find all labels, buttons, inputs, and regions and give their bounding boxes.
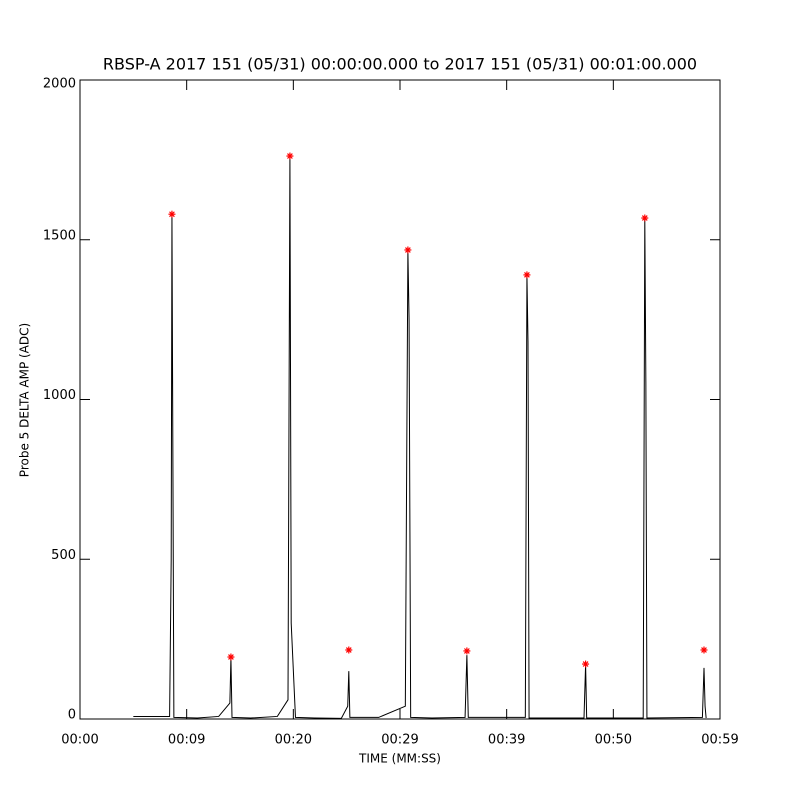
peak-marker (700, 646, 708, 654)
peak-marker (227, 653, 235, 661)
x-tick-label: 00:00 (61, 733, 98, 748)
marker-stroke (464, 648, 470, 654)
marker-stroke (582, 661, 589, 667)
x-tick-label: 00:50 (595, 733, 632, 748)
y-axis-label: Probe 5 DELTA AMP (ADC) (18, 323, 32, 477)
marker-stroke (405, 247, 411, 253)
marker-stroke (287, 153, 293, 159)
marker-stroke (345, 647, 352, 653)
x-tick-label: 00:39 (488, 733, 525, 748)
x-tick-label: 00:09 (168, 733, 205, 748)
peak-marker (463, 647, 471, 655)
x-tick-label: 00:20 (275, 733, 312, 748)
peak-marker (582, 660, 590, 668)
marker-stroke (641, 215, 648, 221)
peak-marker (345, 646, 353, 654)
peak-marker (404, 246, 412, 254)
peak-marker (641, 214, 649, 222)
x-tick-label: 00:59 (701, 733, 738, 748)
plot-frame (79, 79, 721, 720)
peak-marker (523, 271, 531, 279)
marker-stroke (169, 211, 175, 218)
y-tick-label: 1500 (43, 228, 76, 243)
marker-stroke (524, 272, 530, 278)
y-tick-label: 1000 (43, 388, 76, 403)
y-tick-label: 500 (51, 548, 76, 563)
x-tick-label: 00:29 (381, 733, 418, 748)
peak-marker (286, 152, 294, 160)
y-tick-label: 2000 (43, 77, 76, 92)
data-line (133, 156, 707, 719)
marker-stroke (701, 647, 707, 653)
y-tick-label: 0 (68, 708, 76, 723)
chart-title: RBSP-A 2017 151 (05/31) 00:00:00.000 to … (103, 55, 697, 74)
marker-stroke (228, 654, 234, 660)
x-axis-label: TIME (MM:SS) (358, 752, 441, 766)
peak-marker (168, 210, 176, 218)
